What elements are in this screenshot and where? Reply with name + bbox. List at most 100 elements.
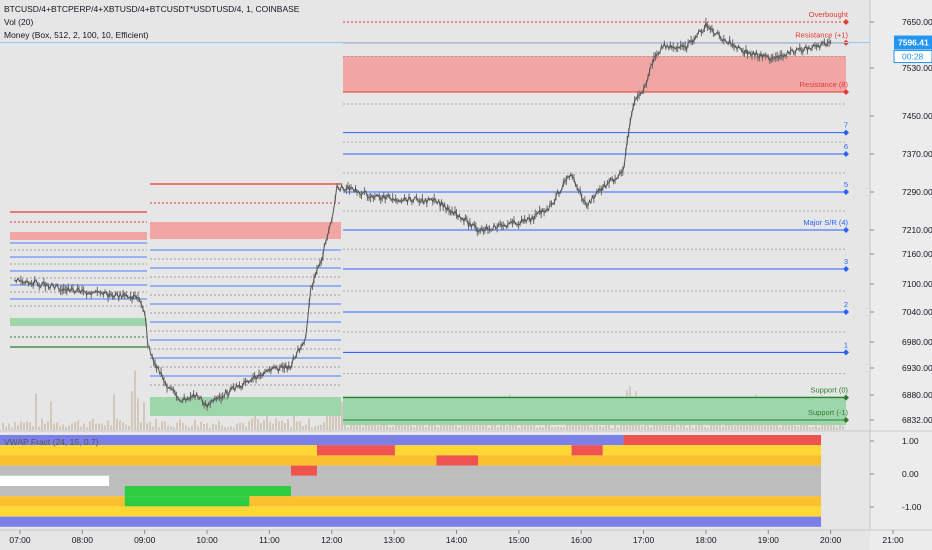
volume-bar [707,427,709,430]
mid-support-box [150,397,341,416]
volume-bar [467,422,469,430]
volume-bar [68,425,70,430]
level-diamond-icon [843,349,849,356]
money-indicator-label[interactable]: Money (Box, 512, 2, 100, 10, Efficient) [4,30,149,40]
volume-bar [287,419,289,430]
price-axis-background [870,0,932,550]
heatmap-cell [249,496,822,507]
heatmap-cell [0,465,291,476]
volume-bar [425,426,427,430]
volume-bar [164,421,166,430]
volume-bar [80,426,82,430]
volume-bar [86,427,88,430]
volume-bar [752,424,754,430]
volume-bar [686,427,688,430]
x-tick-label: 10:00 [196,535,218,545]
sr-level-label: 2 [844,300,848,309]
volume-bar [140,422,142,430]
y-tick-label: 6832.00 [902,415,932,425]
y-tick-label: 7450.00 [902,111,932,121]
volume-bar [818,427,820,430]
level-diamond-icon [843,227,849,233]
volume-bar [83,423,85,430]
y-tick-label: 7650.00 [902,17,932,27]
heatmap-cell [394,445,572,456]
y-tick-label: 7210.00 [902,225,932,235]
volume-bar [776,421,778,430]
level-diamond-icon [843,266,849,272]
volume-bar [542,427,544,430]
volume-bar [173,427,175,430]
volume-bar [347,427,349,430]
volume-bar [236,423,238,430]
volume-bar [422,422,424,430]
heatmap-cell [316,465,822,476]
volume-bar [605,420,607,430]
y-tick-label: 7530.00 [902,63,932,73]
volume-bar [491,423,493,430]
volume-bar [767,422,769,430]
volume-bar [704,427,706,430]
volume-bar [299,421,301,430]
volume-bar [74,421,76,430]
y-tick-label: 7370.00 [902,149,932,159]
volume-bar [176,422,178,430]
volume-bar [8,423,10,430]
mid-resistance-box [150,222,341,239]
volume-bar [596,420,598,430]
volume-bar [644,422,646,430]
volume-bar [95,423,97,430]
volume-bar [389,427,391,430]
volume-bar [206,423,208,430]
volume-bar [14,422,16,430]
heatmap-cell [109,475,822,486]
volume-bar [122,422,124,430]
vwap-indicator-label[interactable]: VWAP Fract (24, 15, 0.7) [4,437,99,447]
volume-bar [290,427,292,430]
symbol-title[interactable]: BTCUSD/4+BTCPERP/4+XBTUSD/4+BTCUSDT*USDT… [4,4,300,14]
volume-bar [746,424,748,430]
heatmap-cell [0,496,125,507]
volume-bar [47,421,49,430]
volume-bar [794,425,796,430]
sr-level-label: 3 [844,257,848,266]
volume-bar [407,420,409,430]
y-tick-label: 7040.00 [902,307,932,317]
heatmap-cell [124,496,250,507]
volume-bar [32,426,34,430]
x-tick-label: 20:00 [820,535,842,545]
volume-bar [611,427,613,430]
level-diamond-icon [843,309,849,315]
price-series-line [14,21,831,409]
volume-bar [44,423,46,430]
volume-bar [56,422,58,430]
level-diamond-icon [843,129,849,136]
volume-bar [719,420,721,430]
volume-bar [533,421,535,430]
sr-level-label: Major S/R (4) [803,218,848,227]
volume-bar [458,427,460,430]
volume-bar [65,427,67,430]
volume-bar [650,427,652,430]
y-tick-label: 6880.00 [902,390,932,400]
x-tick-label: 14:00 [446,535,468,545]
volume-bar [215,424,217,430]
volume-bar [101,423,103,430]
early-resistance-box [10,232,147,240]
volume-bar [224,427,226,430]
volume-bar [161,420,163,430]
level-diamond-icon [843,151,849,157]
volume-bar [482,422,484,430]
volume-bar [107,420,109,430]
volume-bar [656,422,658,430]
volume-bar [119,420,121,430]
volume-bar [194,420,196,430]
volume-bar [227,427,229,430]
volume-bar [488,427,490,430]
volume-bar [314,426,316,430]
volume-bar [239,422,241,430]
volume-bar [485,423,487,430]
volume-bar [125,424,127,430]
volume-indicator-label[interactable]: Vol (20) [4,17,34,27]
